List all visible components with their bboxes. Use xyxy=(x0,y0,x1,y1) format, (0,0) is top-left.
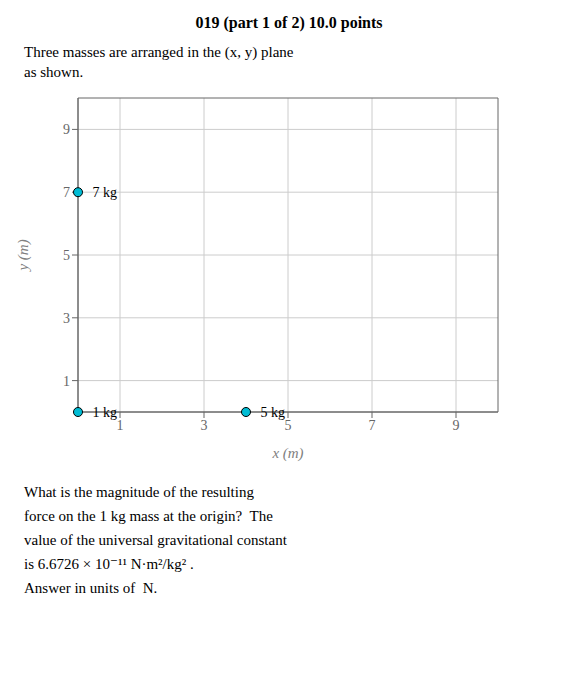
html-text:is 6.6726 × 10⁻¹¹ N·m²/kg² .: is 6.6726 × 10⁻¹¹ N·m²/kg² . xyxy=(24,556,194,572)
svg-text:7: 7 xyxy=(369,418,376,433)
html-text:What is the magnitude of the r: What is the magnitude of the resulting xyxy=(24,484,254,500)
svg-text:3: 3 xyxy=(63,311,70,326)
html-text:019 (part 1 of 2) 10.0 points: 019 (part 1 of 2) 10.0 points xyxy=(195,14,383,31)
svg-text:y (m): y (m) xyxy=(15,239,32,272)
html-text:Answer in units of N.: Answer in units of N. xyxy=(24,580,158,596)
svg-text:9: 9 xyxy=(63,122,70,137)
svg-text:5: 5 xyxy=(285,418,292,433)
svg-text:1: 1 xyxy=(117,418,124,433)
svg-text:7: 7 xyxy=(63,185,70,200)
svg-text:x (m): x (m) xyxy=(271,445,303,462)
html-text:Three masses are arranged in t: Three masses are arranged in the (x, y) … xyxy=(24,44,294,60)
html-text:value of the universal gravita: value of the universal gravitational con… xyxy=(24,532,287,548)
svg-text:7 kg: 7 kg xyxy=(93,185,118,200)
svg-text:3: 3 xyxy=(201,418,208,433)
svg-text:1 kg: 1 kg xyxy=(93,405,118,420)
html-text:force on the 1 kg mass at the: force on the 1 kg mass at the origin? Th… xyxy=(24,508,273,524)
html-text:as shown.: as shown. xyxy=(24,64,84,80)
svg-text:5 kg: 5 kg xyxy=(261,405,286,420)
svg-text:5: 5 xyxy=(63,248,70,263)
svg-text:1: 1 xyxy=(63,374,70,389)
svg-text:9: 9 xyxy=(453,418,460,433)
